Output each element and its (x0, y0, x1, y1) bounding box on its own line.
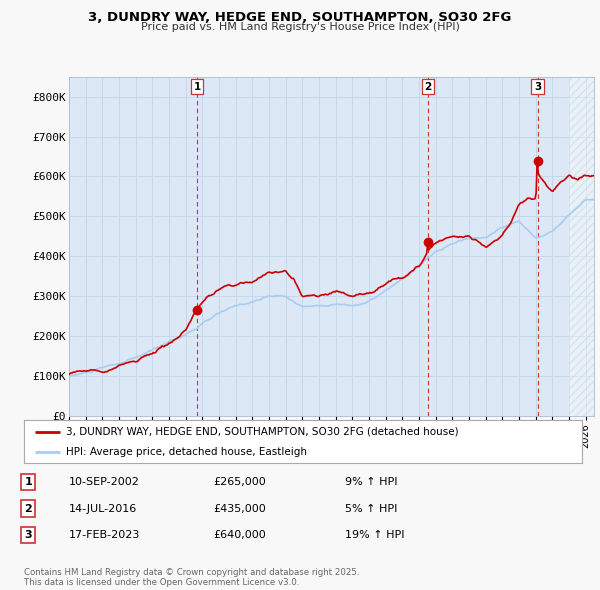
Text: 19% ↑ HPI: 19% ↑ HPI (345, 530, 404, 540)
Text: 14-JUL-2016: 14-JUL-2016 (69, 504, 137, 513)
Text: 9% ↑ HPI: 9% ↑ HPI (345, 477, 398, 487)
Text: £265,000: £265,000 (213, 477, 266, 487)
Text: Price paid vs. HM Land Registry's House Price Index (HPI): Price paid vs. HM Land Registry's House … (140, 22, 460, 32)
Text: Contains HM Land Registry data © Crown copyright and database right 2025.
This d: Contains HM Land Registry data © Crown c… (24, 568, 359, 587)
Text: 3: 3 (534, 82, 541, 92)
Text: 2: 2 (25, 504, 32, 513)
Bar (569, 77, 594, 416)
Text: £435,000: £435,000 (213, 504, 266, 513)
Text: 17-FEB-2023: 17-FEB-2023 (69, 530, 140, 540)
Text: HPI: Average price, detached house, Eastleigh: HPI: Average price, detached house, East… (66, 447, 307, 457)
Text: 3, DUNDRY WAY, HEDGE END, SOUTHAMPTON, SO30 2FG: 3, DUNDRY WAY, HEDGE END, SOUTHAMPTON, S… (88, 11, 512, 24)
Text: 2: 2 (424, 82, 431, 92)
Text: 5% ↑ HPI: 5% ↑ HPI (345, 504, 397, 513)
Text: 10-SEP-2002: 10-SEP-2002 (69, 477, 140, 487)
Text: 3, DUNDRY WAY, HEDGE END, SOUTHAMPTON, SO30 2FG (detached house): 3, DUNDRY WAY, HEDGE END, SOUTHAMPTON, S… (66, 427, 458, 437)
Text: 1: 1 (194, 82, 201, 92)
Text: £640,000: £640,000 (213, 530, 266, 540)
Text: 1: 1 (25, 477, 32, 487)
Text: 3: 3 (25, 530, 32, 540)
